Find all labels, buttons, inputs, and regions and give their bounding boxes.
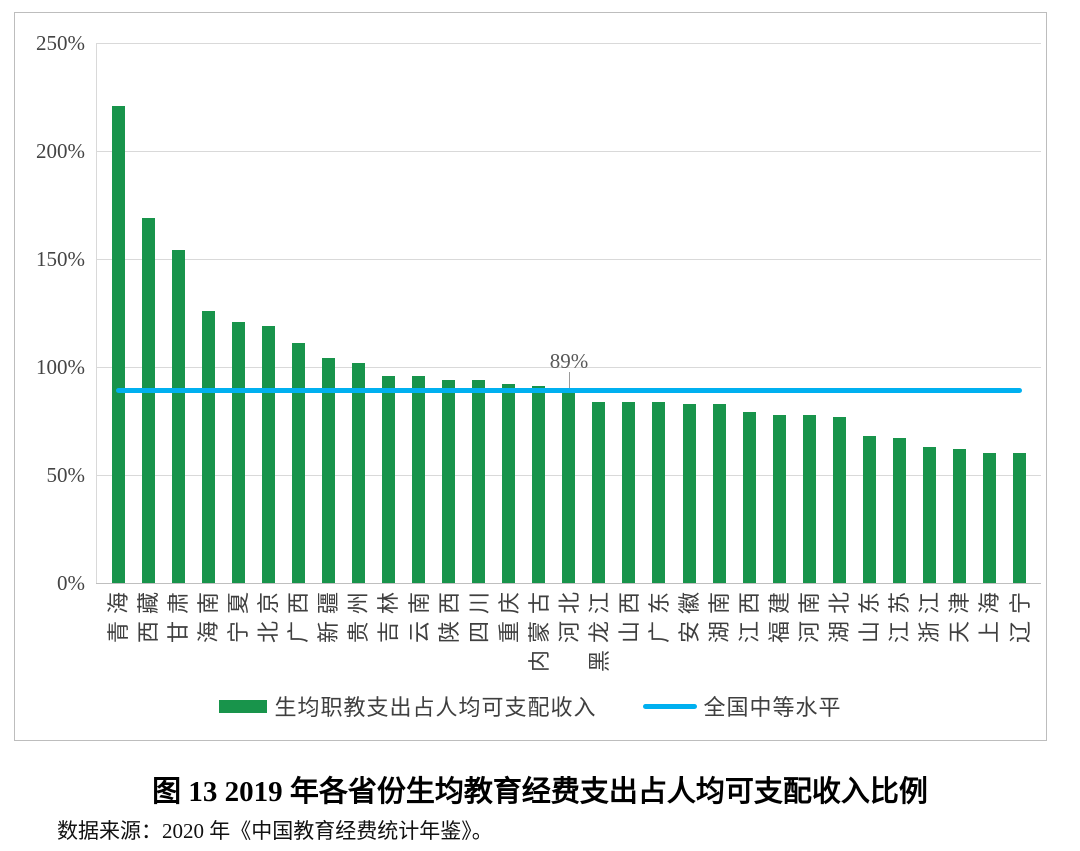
x-axis-label-text: 河南 [797,584,823,643]
x-axis-label-text: 天津 [947,584,973,643]
x-axis-label-text: 宁夏 [226,584,252,643]
x-axis-label-text: 西藏 [136,584,162,643]
bar [111,105,125,583]
x-axis-label-text: 湖南 [707,584,732,643]
x-axis-label-text: 广东 [646,584,672,643]
bar [712,403,726,583]
y-axis-line [96,43,97,583]
bar [652,401,666,583]
legend-item-bar-series: 生均职教支出占人均可支配收入 [219,690,596,722]
bar [592,401,606,583]
y-axis-tick-label: 0% [57,571,85,595]
bar [532,386,546,583]
x-axis-label-text: 广西 [286,584,312,643]
chart-frame: 0% 50% 100% 150% 200% 250% 青海 西藏 甘肃 海南 宁夏 北京 广西 新疆 贵州吉… [14,12,1047,741]
bar [622,401,636,583]
figure-source: 数据来源：2020 年《中国教育经费统计年鉴》。 [57,819,493,843]
chart-legend: 生均职教支出占人均可支配收入 全国中等水平 [15,690,1046,722]
y-axis-tick-label: 200% [36,139,85,163]
bar [1013,453,1026,583]
x-axis-label-text: 四川 [466,584,492,643]
x-axis-label-text: 甘肃 [166,584,192,643]
y-axis-tick-label: 150% [36,247,85,271]
bar [412,375,425,583]
x-axis-label-text: 青海 [106,584,131,643]
legend-item-line-series: 全国中等水平 [642,690,842,722]
bar [682,403,696,583]
bar [291,343,305,583]
plot-area: 0% 50% 100% 150% 200% 250% 青海 西藏 甘肃 海南 宁夏 北京 广西 新疆 贵州吉… [15,13,1046,740]
bar [742,412,756,583]
bar [802,414,816,583]
x-axis-label-text: 河北 [556,584,582,643]
bar [922,446,936,583]
national-median-line [116,388,1022,394]
bar [892,438,906,583]
gridline [96,43,1041,44]
x-axis-label-text: 陕西 [436,584,462,643]
bar [321,358,335,583]
bar [231,321,245,583]
bar [562,392,576,583]
bar [261,326,275,583]
y-axis-tick-label: 100% [36,355,85,379]
x-axis-label-text: 辽宁 [1007,584,1033,643]
x-axis-label-text: 黑龙江 [586,584,612,672]
median-value-annotation: 89% [549,349,589,373]
x-axis-label-text: 吉林 [376,584,402,643]
bar [772,414,786,583]
x-axis-label-text: 海南 [196,584,222,643]
y-axis-tick-label: 50% [46,463,86,487]
x-axis-label-text: 福建 [767,584,793,643]
y-axis-tick-label: 250% [36,31,85,55]
bar [832,416,846,583]
x-axis-label-text: 云南 [406,584,432,643]
x-axis-label-text: 北京 [256,584,282,643]
gridline [96,367,1041,368]
bar-series-label: 生均职教支出占人均可支配收入 [274,695,597,720]
bar [983,453,996,583]
bar [141,218,155,583]
x-axis-label-text: 内蒙古 [526,584,552,672]
bar [952,449,966,583]
x-axis-label-text: 湖北 [827,584,853,643]
gridline [96,151,1041,152]
x-axis-label-text: 重庆 [496,584,522,643]
x-axis-label-text: 安徽 [676,584,702,643]
x-axis-label-text: 山东 [857,584,883,643]
x-axis-label-text: 江西 [737,584,763,643]
x-axis-label-text: 江苏 [887,584,913,643]
x-axis-label-text: 山西 [616,584,642,643]
gridline [96,259,1041,260]
line-series-swatch [642,703,697,709]
bar [381,375,395,583]
bar [862,436,876,583]
line-series-label: 全国中等水平 [703,695,842,720]
bar [171,250,185,583]
x-axis-line [96,583,1041,584]
bar [472,380,486,583]
figure-title: 图 13 2019 年各省份生均教育经费支出占人均可支配收入比例 [152,776,928,808]
bar [201,310,215,583]
annotation-tick-mark [569,372,570,388]
x-axis-label-text: 上海 [977,584,1003,643]
bar [502,384,516,583]
x-axis-label-text: 浙江 [917,584,943,643]
bar-series-swatch [219,699,268,713]
bar [351,362,365,583]
bar [442,380,456,583]
x-axis-label-text: 贵州 [346,584,372,643]
x-axis-label-text: 新疆 [316,584,342,643]
